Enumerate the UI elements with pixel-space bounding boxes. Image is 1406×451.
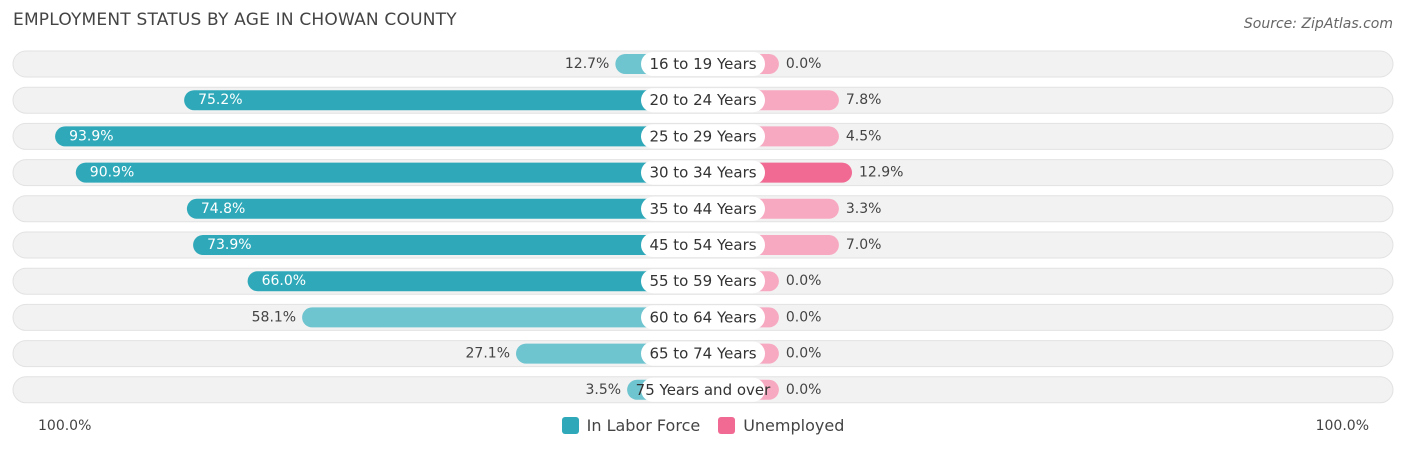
category-pill <box>641 233 765 257</box>
chart-title: EMPLOYMENT STATUS BY AGE IN CHOWAN COUNT… <box>13 10 457 30</box>
category-label: 60 to 64 Years <box>649 308 756 326</box>
category-pill <box>641 124 765 149</box>
category-label: 16 to 19 Years <box>649 55 756 73</box>
unemployed-value-label: 4.5% <box>846 128 882 144</box>
category-label: 75 Years and over <box>636 381 771 399</box>
legend: In Labor Force Unemployed <box>0 416 1406 435</box>
category-label: 20 to 24 Years <box>649 91 756 109</box>
legend-swatch-labor <box>561 417 579 434</box>
legend-label-unemployed: Unemployed <box>743 416 845 435</box>
category-label: 35 to 44 Years <box>649 200 756 218</box>
category-pill <box>641 88 765 113</box>
labor-value-label: 12.7% <box>565 56 609 72</box>
category-pill <box>641 377 765 402</box>
labor-bar <box>302 307 703 328</box>
unemployed-value-label: 0.0% <box>786 382 822 398</box>
source-label: Source: ZipAtlas.com <box>1243 16 1393 32</box>
labor-bar <box>193 235 703 255</box>
category-label: 30 to 34 Years <box>649 164 756 182</box>
labor-value-label: 27.1% <box>466 346 510 362</box>
category-pill <box>641 160 765 185</box>
unemployed-value-label: 12.9% <box>859 165 903 181</box>
labor-value-label: 66.0% <box>262 273 306 289</box>
labor-value-label: 73.9% <box>207 237 251 253</box>
legend-swatch-unemployed <box>718 417 736 434</box>
labor-value-label: 74.8% <box>201 201 245 217</box>
labor-bar <box>186 198 703 219</box>
unemployed-value-label: 0.0% <box>786 309 822 325</box>
category-label: 45 to 54 Years <box>649 236 756 254</box>
labor-bar <box>184 90 703 111</box>
category-label: 25 to 29 Years <box>649 127 756 145</box>
unemployed-value-label: 0.0% <box>786 56 822 72</box>
category-pill <box>641 341 765 366</box>
labor-bar <box>55 126 703 147</box>
unemployed-value-label: 7.0% <box>846 237 882 253</box>
labor-value-label: 58.1% <box>252 309 296 325</box>
category-label: 65 to 74 Years <box>649 345 756 363</box>
unemployed-value-label: 7.8% <box>846 92 882 108</box>
labor-value-label: 90.9% <box>90 165 134 181</box>
labor-value-label: 75.2% <box>198 92 242 108</box>
legend-item-labor[interactable]: In Labor Force <box>561 416 701 435</box>
labor-value-label: 3.5% <box>586 382 622 398</box>
unemployed-value-label: 3.3% <box>846 201 882 217</box>
category-pill <box>641 305 765 330</box>
axis-right-label: 100.0% <box>1315 418 1369 434</box>
category-pill <box>641 196 765 221</box>
category-label: 55 to 59 Years <box>649 272 756 290</box>
legend-item-unemployed[interactable]: Unemployed <box>718 416 844 435</box>
unemployed-value-label: 0.0% <box>786 273 822 289</box>
category-pill <box>641 52 765 76</box>
labor-bar <box>75 162 704 183</box>
labor-bar <box>247 271 703 292</box>
unemployed-value-label: 0.0% <box>786 346 822 362</box>
axis-left-label: 100.0% <box>38 418 92 434</box>
labor-value-label: 93.9% <box>69 128 113 144</box>
category-pill <box>641 269 765 294</box>
legend-label-labor: In Labor Force <box>586 416 701 435</box>
